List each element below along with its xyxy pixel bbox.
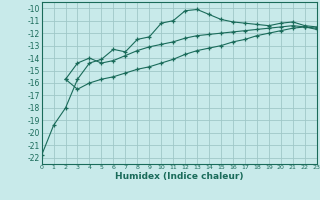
X-axis label: Humidex (Indice chaleur): Humidex (Indice chaleur)	[115, 172, 244, 181]
